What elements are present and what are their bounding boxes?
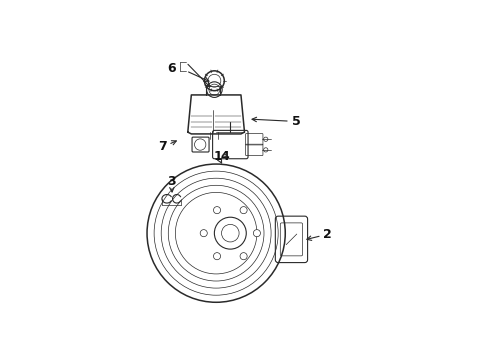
Text: 4: 4: [220, 150, 229, 163]
Text: 7: 7: [158, 140, 167, 153]
Text: 6: 6: [167, 62, 176, 75]
Circle shape: [200, 230, 207, 237]
Circle shape: [213, 253, 220, 260]
Text: 5: 5: [291, 115, 300, 128]
Text: 1: 1: [213, 150, 222, 163]
Circle shape: [240, 253, 246, 260]
Text: 2: 2: [323, 229, 331, 242]
Circle shape: [253, 230, 260, 237]
Circle shape: [240, 207, 246, 214]
Circle shape: [213, 207, 220, 214]
Text: 3: 3: [167, 175, 176, 188]
